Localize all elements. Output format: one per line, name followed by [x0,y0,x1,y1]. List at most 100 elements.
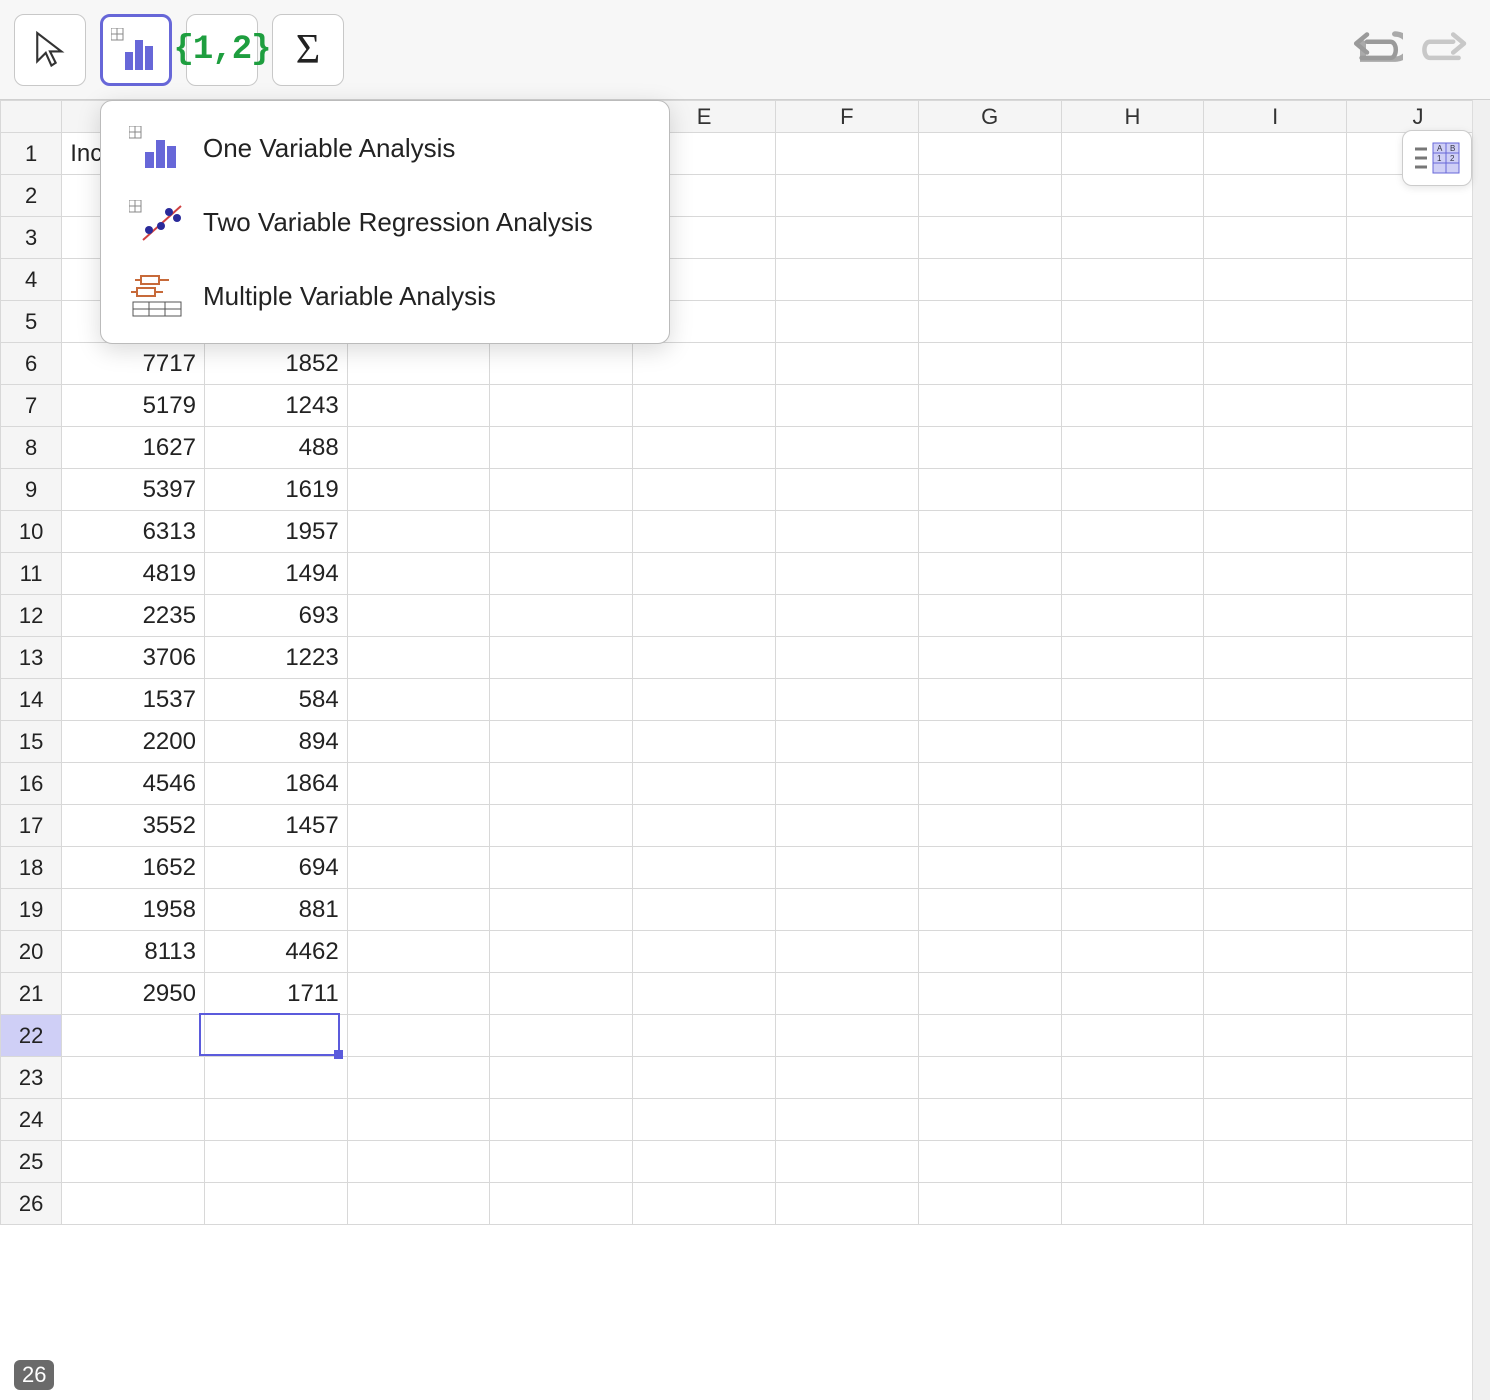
row-header-15[interactable]: 15 [1,721,62,763]
menu-two-variable-regression[interactable]: Two Variable Regression Analysis [101,185,669,259]
cell-C21[interactable] [347,973,490,1015]
row-header-12[interactable]: 12 [1,595,62,637]
cell-A18[interactable]: 1652 [62,847,205,889]
cell-F6[interactable] [776,343,919,385]
cell-E16[interactable] [633,763,776,805]
cell-J8[interactable] [1347,427,1490,469]
pointer-tool-button[interactable] [14,14,86,86]
column-header-J[interactable]: J [1347,101,1490,133]
cell-G15[interactable] [918,721,1061,763]
row-header-5[interactable]: 5 [1,301,62,343]
row-header-22[interactable]: 22 [1,1015,62,1057]
cell-I14[interactable] [1204,679,1347,721]
cell-A7[interactable]: 5179 [62,385,205,427]
cell-A15[interactable]: 2200 [62,721,205,763]
cell-G6[interactable] [918,343,1061,385]
cell-G2[interactable] [918,175,1061,217]
row-header-21[interactable]: 21 [1,973,62,1015]
cell-G24[interactable] [918,1099,1061,1141]
cell-I16[interactable] [1204,763,1347,805]
cell-A20[interactable]: 8113 [62,931,205,973]
cell-I4[interactable] [1204,259,1347,301]
cell-G19[interactable] [918,889,1061,931]
cell-J4[interactable] [1347,259,1490,301]
row-header-1[interactable]: 1 [1,133,62,175]
column-header-G[interactable]: G [918,101,1061,133]
cell-I21[interactable] [1204,973,1347,1015]
cell-G23[interactable] [918,1057,1061,1099]
cell-C19[interactable] [347,889,490,931]
cell-C9[interactable] [347,469,490,511]
cell-H21[interactable] [1061,973,1204,1015]
row-header-10[interactable]: 10 [1,511,62,553]
row-header-18[interactable]: 18 [1,847,62,889]
cell-G21[interactable] [918,973,1061,1015]
cell-B13[interactable]: 1223 [204,637,347,679]
cell-F9[interactable] [776,469,919,511]
cell-C20[interactable] [347,931,490,973]
cell-E7[interactable] [633,385,776,427]
cell-E13[interactable] [633,637,776,679]
cell-J24[interactable] [1347,1099,1490,1141]
cell-H16[interactable] [1061,763,1204,805]
cell-H8[interactable] [1061,427,1204,469]
cell-G25[interactable] [918,1141,1061,1183]
cell-J17[interactable] [1347,805,1490,847]
cell-A9[interactable]: 5397 [62,469,205,511]
row-header-11[interactable]: 11 [1,553,62,595]
cell-D6[interactable] [490,343,633,385]
cell-B12[interactable]: 693 [204,595,347,637]
cell-A17[interactable]: 3552 [62,805,205,847]
cell-I20[interactable] [1204,931,1347,973]
cell-E6[interactable] [633,343,776,385]
row-header-9[interactable]: 9 [1,469,62,511]
cell-J3[interactable] [1347,217,1490,259]
cell-I7[interactable] [1204,385,1347,427]
cell-E18[interactable] [633,847,776,889]
cell-I10[interactable] [1204,511,1347,553]
cell-G9[interactable] [918,469,1061,511]
cell-H10[interactable] [1061,511,1204,553]
cell-E20[interactable] [633,931,776,973]
cell-A22[interactable] [62,1015,205,1057]
cell-A10[interactable]: 6313 [62,511,205,553]
cell-J10[interactable] [1347,511,1490,553]
cell-G18[interactable] [918,847,1061,889]
cell-H11[interactable] [1061,553,1204,595]
cell-C22[interactable] [347,1015,490,1057]
cell-G11[interactable] [918,553,1061,595]
cell-J16[interactable] [1347,763,1490,805]
cell-F4[interactable] [776,259,919,301]
cell-I18[interactable] [1204,847,1347,889]
cell-F12[interactable] [776,595,919,637]
cell-C26[interactable] [347,1183,490,1225]
cell-B21[interactable]: 1711 [204,973,347,1015]
cell-B9[interactable]: 1619 [204,469,347,511]
cell-A12[interactable]: 2235 [62,595,205,637]
cell-E11[interactable] [633,553,776,595]
analysis-tool-button[interactable] [100,14,172,86]
cell-I2[interactable] [1204,175,1347,217]
cell-D22[interactable] [490,1015,633,1057]
cell-I24[interactable] [1204,1099,1347,1141]
cell-J15[interactable] [1347,721,1490,763]
cell-H13[interactable] [1061,637,1204,679]
cell-B14[interactable]: 584 [204,679,347,721]
cell-G26[interactable] [918,1183,1061,1225]
cell-A6[interactable]: 7717 [62,343,205,385]
cell-H4[interactable] [1061,259,1204,301]
column-header-I[interactable]: I [1204,101,1347,133]
cell-A26[interactable] [62,1183,205,1225]
cell-I26[interactable] [1204,1183,1347,1225]
row-header-16[interactable]: 16 [1,763,62,805]
cell-F20[interactable] [776,931,919,973]
cell-B22[interactable] [204,1015,347,1057]
cell-G3[interactable] [918,217,1061,259]
row-header-2[interactable]: 2 [1,175,62,217]
cell-H19[interactable] [1061,889,1204,931]
cell-C6[interactable] [347,343,490,385]
cell-J11[interactable] [1347,553,1490,595]
cell-H7[interactable] [1061,385,1204,427]
cell-J21[interactable] [1347,973,1490,1015]
cell-A25[interactable] [62,1141,205,1183]
